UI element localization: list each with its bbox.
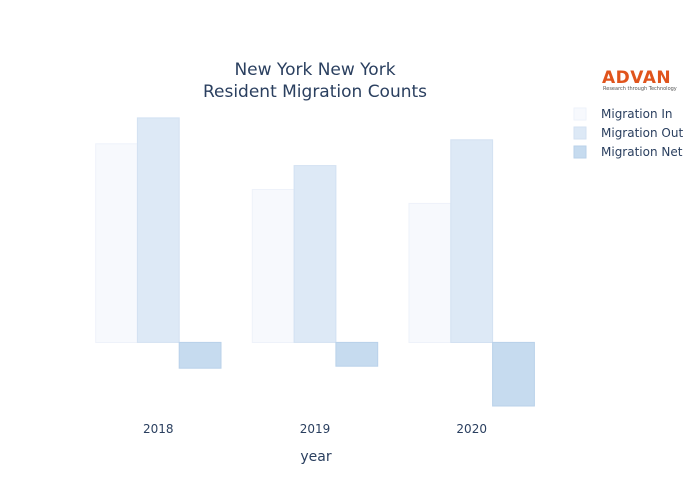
bar-migration-net-2020[interactable]	[492, 341, 535, 407]
legend-label-migration-net[interactable]: Migration Net	[601, 145, 683, 159]
legend-swatch-migration-net[interactable]	[573, 145, 587, 159]
bar-migration-out-2020[interactable]	[450, 139, 494, 343]
legend: Migration In Migration Out Migration Net	[573, 107, 683, 159]
x-axis-ticks: 2018 2019 2020	[143, 422, 487, 436]
legend-swatch-migration-out[interactable]	[573, 126, 587, 140]
bar-migration-out-2018[interactable]	[136, 117, 180, 343]
logo-tagline: Research through Technology	[603, 86, 677, 92]
chart-title-line1: New York New York	[234, 60, 395, 80]
chart-title: New York New York Resident Migration Cou…	[203, 60, 427, 102]
x-axis-title: year	[300, 449, 331, 465]
bars-layer	[95, 117, 535, 407]
advan-logo: ADVAN Research through Technology	[602, 68, 677, 92]
bar-migration-in-2020[interactable]	[408, 202, 452, 343]
bar-migration-in-2019[interactable]	[251, 189, 295, 343]
x-tick-label-2018: 2018	[143, 422, 174, 436]
bar-migration-net-2018[interactable]	[178, 341, 222, 369]
x-tick-label-2019: 2019	[300, 422, 331, 436]
legend-label-migration-in[interactable]: Migration In	[601, 107, 673, 121]
bar-migration-out-2019[interactable]	[293, 165, 337, 343]
bar-migration-net-2019[interactable]	[335, 341, 379, 367]
chart-title-line2: Resident Migration Counts	[203, 82, 427, 102]
x-tick-label-2020: 2020	[456, 422, 487, 436]
logo-wordmark: ADVAN	[602, 68, 671, 88]
legend-swatch-migration-in[interactable]	[573, 107, 587, 121]
bar-migration-in-2018[interactable]	[95, 143, 138, 343]
legend-label-migration-out[interactable]: Migration Out	[601, 126, 683, 140]
